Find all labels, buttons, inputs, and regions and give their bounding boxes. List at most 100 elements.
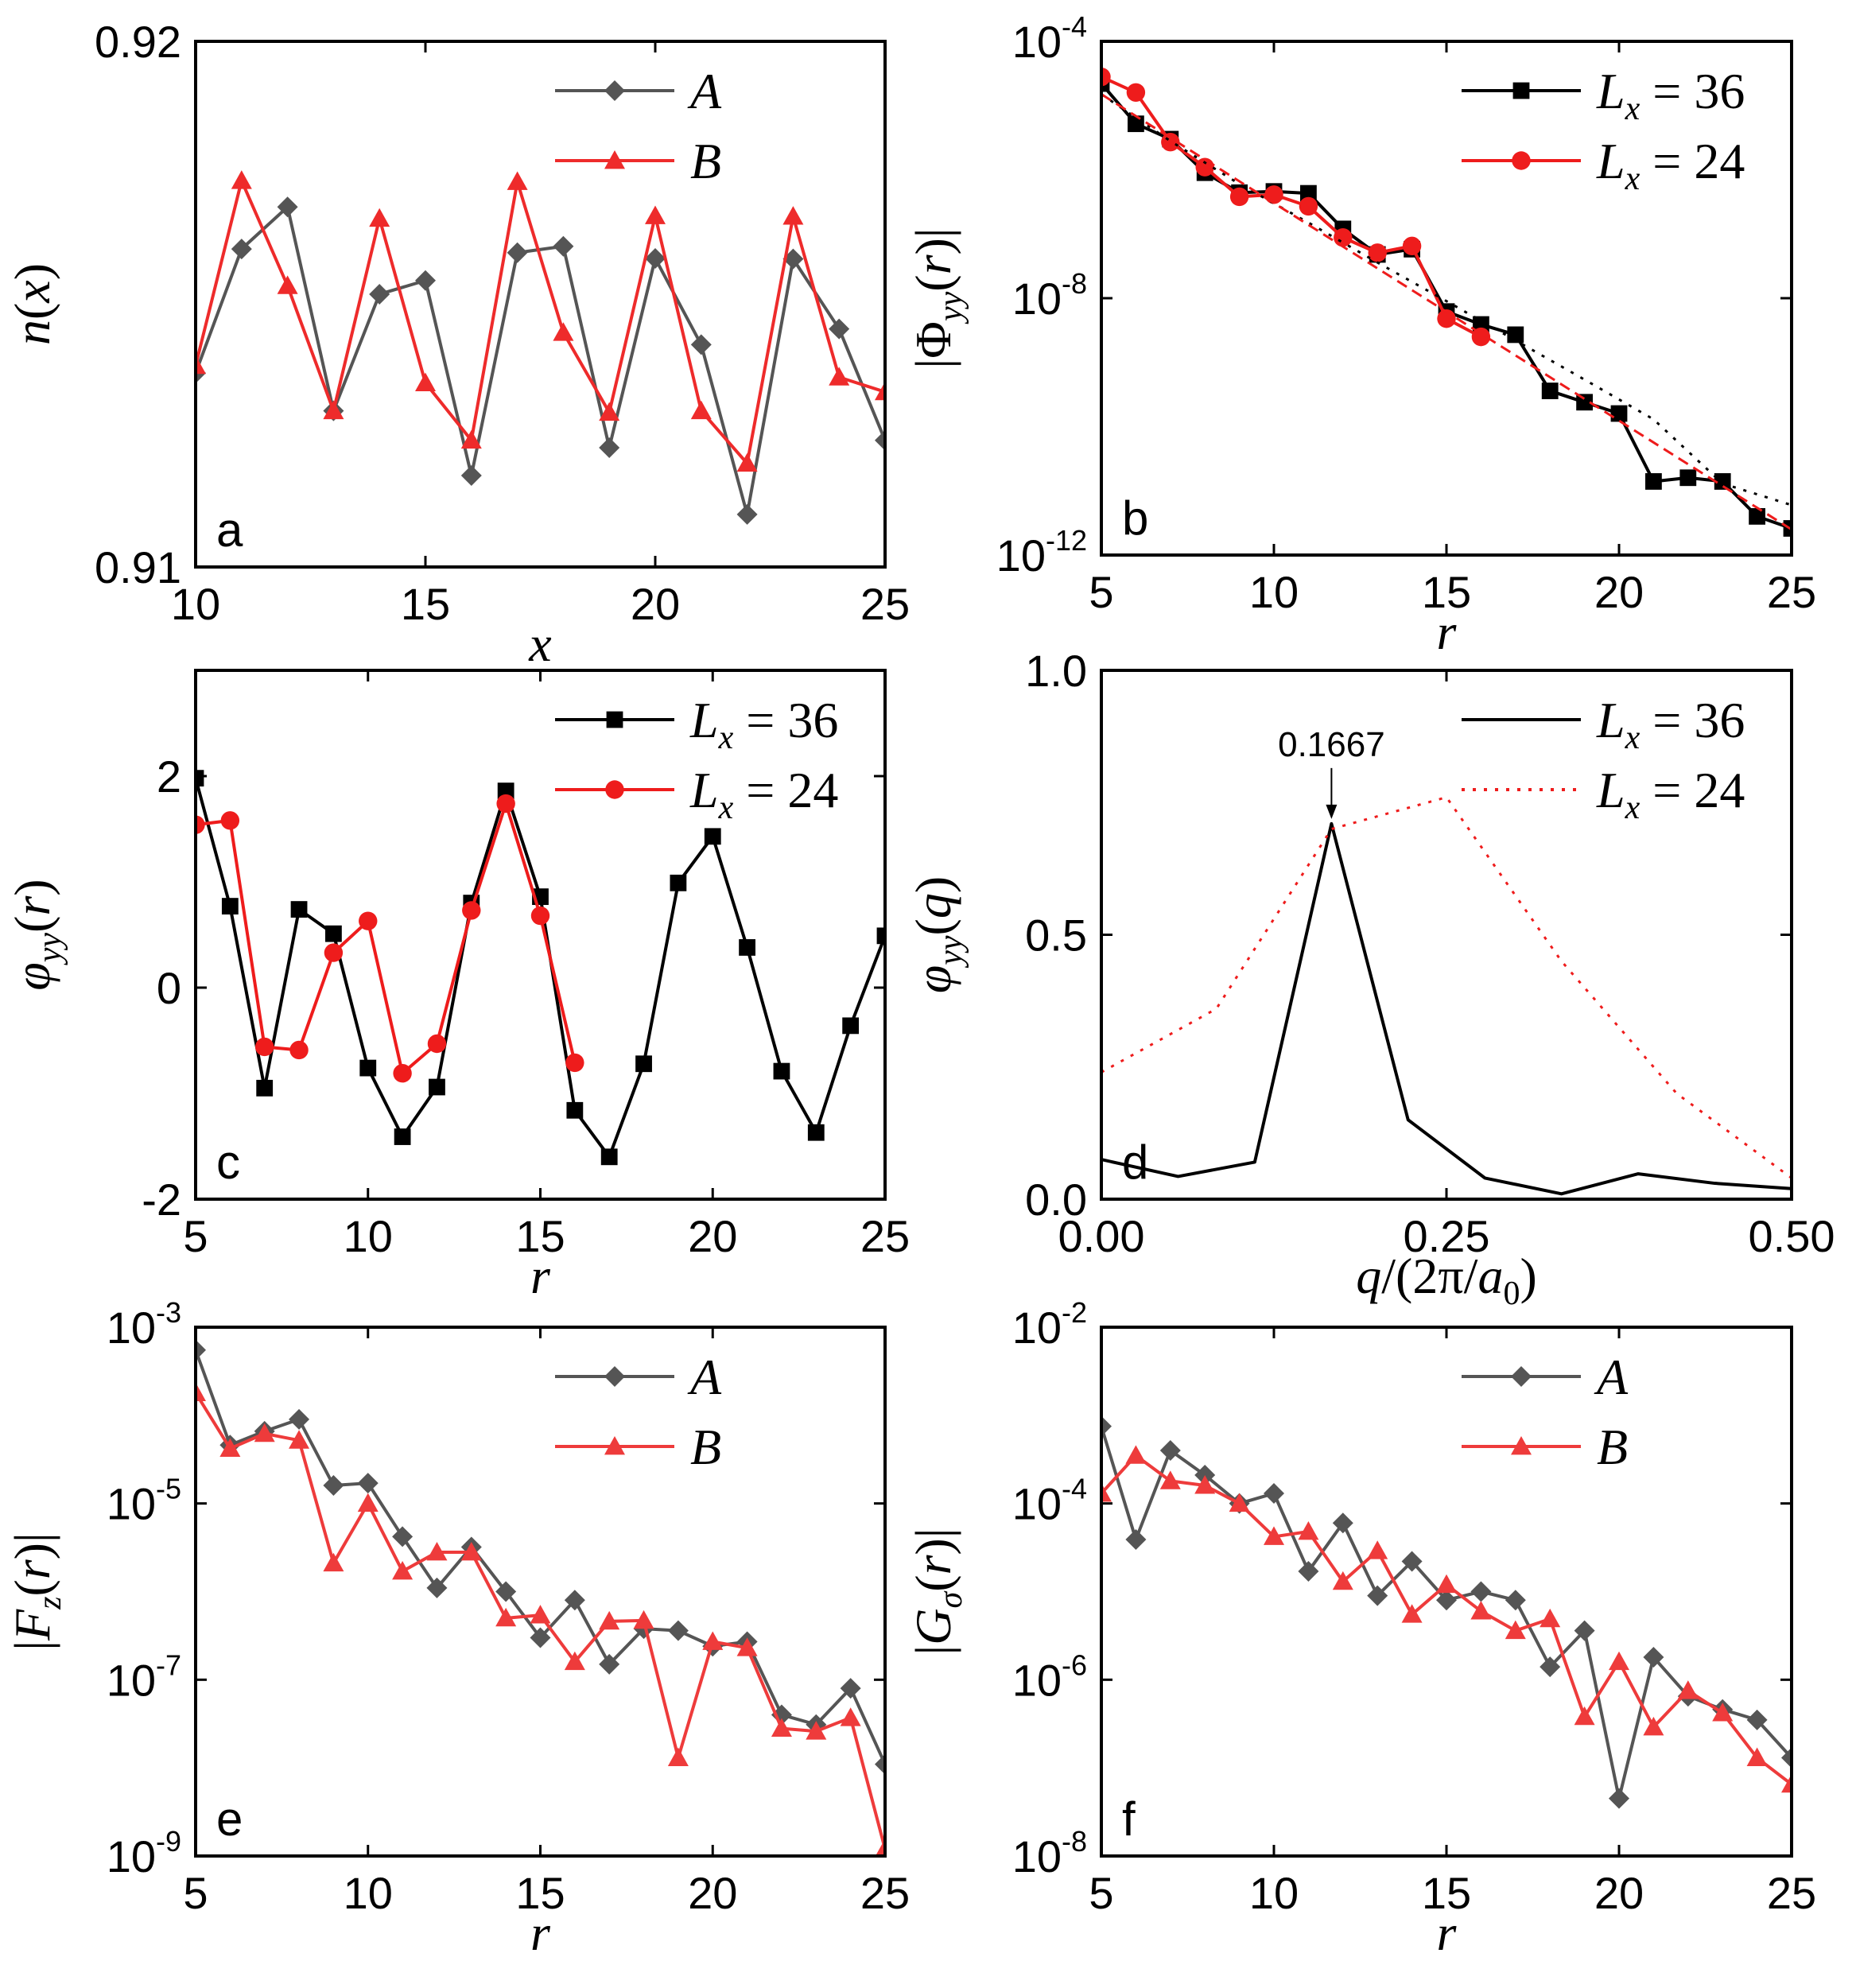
data-point — [1505, 1590, 1526, 1611]
legend-marker — [1512, 82, 1530, 99]
data-point — [736, 503, 758, 525]
data-point — [875, 429, 885, 451]
x-tick-label: 5 — [183, 1211, 208, 1261]
data-point — [231, 239, 252, 260]
data-point — [1367, 1585, 1388, 1606]
plot-frame — [1100, 1326, 1793, 1858]
annotation-label: 0.1667 — [1278, 725, 1385, 764]
data-point — [1746, 1747, 1768, 1766]
legend-label: Lx = 36 — [1596, 63, 1745, 127]
legend-marker — [606, 711, 623, 728]
legend-label: B — [690, 133, 721, 189]
data-series — [1101, 67, 1792, 537]
legend-label: A — [687, 63, 722, 119]
data-point — [565, 1053, 584, 1073]
data-point — [1229, 1493, 1250, 1512]
data-point — [1749, 507, 1765, 525]
data-point — [325, 925, 342, 942]
data-point — [806, 1721, 827, 1740]
x-tick-label: 25 — [1767, 567, 1816, 617]
data-point — [1540, 1608, 1561, 1628]
data-point — [1783, 520, 1792, 537]
data-point — [1332, 1512, 1353, 1534]
series-line-2 — [1101, 93, 1792, 507]
legend: AB — [555, 63, 722, 189]
data-point — [564, 1590, 585, 1611]
data-point — [773, 1062, 790, 1080]
data-series — [196, 770, 885, 1166]
panel-label: e — [216, 1792, 243, 1846]
y-tick-label: 10-2 — [1012, 1296, 1087, 1353]
data-point — [1402, 236, 1422, 256]
y-tick-label: 10-12 — [996, 524, 1087, 580]
data-point — [875, 1839, 885, 1856]
data-point — [1714, 473, 1731, 490]
y-tick-label: 1.0 — [1025, 646, 1087, 696]
data-point — [690, 400, 712, 420]
data-series — [196, 1339, 885, 1856]
data-point — [840, 1707, 861, 1726]
series-line-1 — [1101, 1454, 1792, 1786]
x-tick-label: 10 — [171, 579, 220, 629]
y-tick-label: 10-5 — [107, 1473, 181, 1529]
data-point — [1300, 184, 1317, 202]
data-point — [782, 248, 804, 270]
data-point — [1643, 1647, 1664, 1668]
series-line-1 — [196, 802, 577, 1075]
y-tick-label: 0.0 — [1025, 1175, 1087, 1225]
data-point — [1781, 1747, 1792, 1769]
legend-marker — [604, 1436, 625, 1455]
data-point — [1298, 1560, 1319, 1582]
data-point — [1609, 1788, 1629, 1809]
data-point — [220, 811, 240, 830]
data-point — [645, 205, 666, 224]
x-tick-label: 15 — [515, 1211, 565, 1261]
data-point — [1781, 1773, 1792, 1793]
y-axis-label: n(x) — [4, 263, 60, 345]
x-tick-label: 0.50 — [1749, 1211, 1835, 1261]
legend-marker — [604, 1366, 625, 1387]
x-tick-label: 0.25 — [1404, 1211, 1490, 1261]
legend-marker — [605, 780, 624, 799]
y-tick-label: 10-4 — [1012, 1473, 1087, 1529]
data-point — [1101, 67, 1111, 87]
y-axis-label: |Fz(r)| — [4, 1532, 68, 1651]
legend-marker — [1511, 1366, 1532, 1387]
y-tick-label: 2 — [157, 751, 181, 802]
data-point — [875, 1753, 885, 1775]
data-point — [875, 381, 885, 401]
x-tick-label: 20 — [1594, 1868, 1644, 1918]
data-point — [462, 901, 481, 920]
y-tick-label: 10-6 — [1012, 1648, 1087, 1705]
data-point — [196, 1339, 206, 1361]
data-point — [736, 452, 758, 472]
data-point — [392, 1560, 414, 1580]
data-point — [196, 355, 206, 375]
data-point — [1746, 1709, 1768, 1730]
series-line-1 — [1101, 75, 1482, 339]
panel-label: f — [1122, 1792, 1136, 1846]
x-tick-label: 20 — [688, 1868, 737, 1918]
data-point — [840, 1678, 861, 1699]
data-point — [1436, 1590, 1457, 1611]
data-point — [289, 1408, 310, 1430]
data-point — [1574, 1706, 1595, 1726]
y-tick-label: 10-9 — [107, 1825, 181, 1881]
data-point — [507, 242, 528, 263]
y-axis-label: φyy(q) — [905, 876, 969, 993]
data-point — [1401, 1551, 1423, 1572]
data-point — [807, 1124, 825, 1141]
ticks: 5 10 15 20 25 -2 0 2 — [142, 670, 910, 1261]
data-point — [1541, 382, 1559, 399]
data-point — [667, 1620, 689, 1641]
data-point — [829, 318, 850, 340]
data-point — [1101, 1415, 1112, 1437]
data-point — [1161, 132, 1180, 152]
data-point — [599, 402, 620, 421]
data-point — [566, 1101, 584, 1119]
y-axis-label: |Φyy(r)| — [905, 227, 969, 368]
